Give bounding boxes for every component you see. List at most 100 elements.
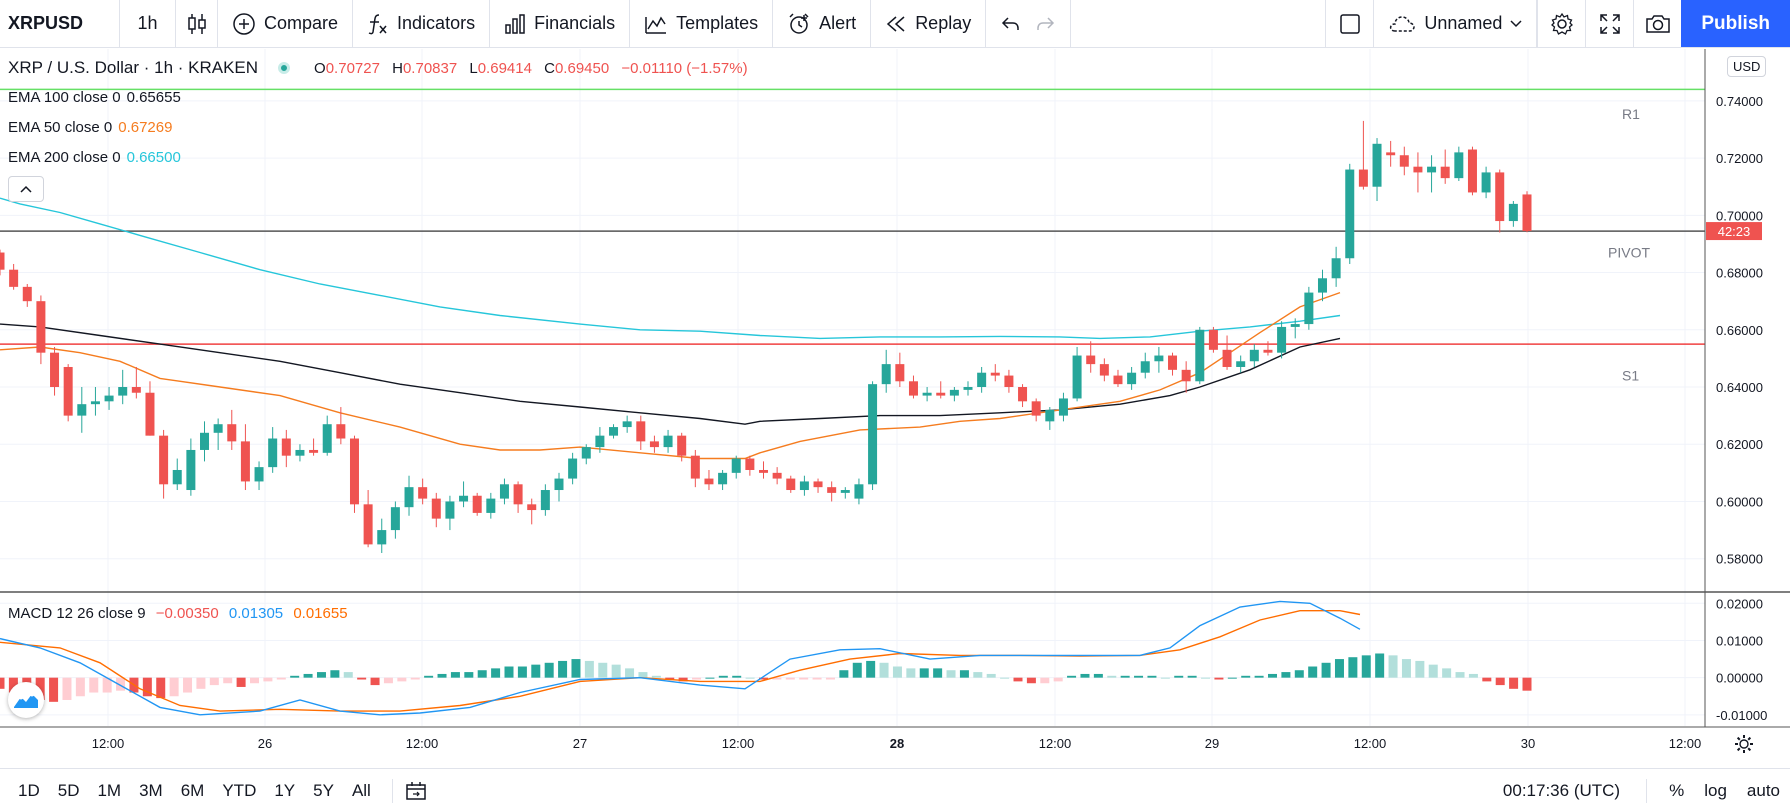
indicators-button[interactable]: Indicators	[353, 0, 491, 47]
candle-body	[1140, 361, 1150, 373]
open-label: O	[314, 59, 326, 77]
candle-body	[1372, 143, 1382, 187]
auto-toggle[interactable]: auto	[1746, 780, 1780, 800]
range-1y[interactable]: 1Y	[274, 780, 296, 800]
macd-histogram-bar	[450, 672, 460, 678]
price-chart[interactable]: R1 PIVOT S1 42:23 0.74000 0.72000 0.70000 0.68…	[0, 49, 1790, 768]
undo-button[interactable]	[986, 0, 1028, 47]
ema-lines	[0, 197, 1341, 460]
macd-histogram-bar	[866, 660, 876, 678]
candle	[431, 492, 441, 528]
publish-button[interactable]: Publish	[1681, 0, 1790, 47]
macd-lines	[0, 600, 1361, 716]
range-5y[interactable]: 5Y	[313, 780, 334, 800]
candle-body	[9, 269, 19, 287]
macd-histogram-bar	[397, 677, 407, 682]
range-all[interactable]: All	[351, 780, 371, 800]
compare-button[interactable]: Compare	[218, 0, 354, 47]
candle-body	[445, 501, 455, 519]
macd-histogram-bar	[973, 672, 983, 678]
range-1d[interactable]: 1D	[18, 780, 40, 800]
ema100-legend[interactable]: EMA 100 close 0 0.65655	[8, 89, 181, 106]
candle-body	[459, 495, 469, 502]
price-tick-label: 0.70000	[1716, 208, 1763, 223]
macd-histogram-bar	[75, 677, 85, 697]
currency-button[interactable]: USD	[1727, 56, 1767, 77]
macd-histogram-bar	[892, 666, 902, 678]
interval-button[interactable]: 1h	[120, 0, 176, 47]
macd-histogram-bar	[410, 677, 420, 680]
alert-button[interactable]: Alert	[773, 0, 872, 47]
candle	[1113, 369, 1123, 388]
macd-histogram-bar	[236, 677, 246, 687]
utc-clock[interactable]: 00:17:36 (UTC)	[1502, 780, 1621, 800]
layout-name-button[interactable]: Unnamed	[1373, 0, 1538, 47]
redo-button[interactable]	[1028, 0, 1072, 47]
candle	[649, 435, 659, 453]
percent-toggle[interactable]: %	[1669, 780, 1685, 800]
tradingview-logo[interactable]	[8, 682, 44, 718]
price-tick-label: 0.68000	[1716, 266, 1763, 281]
candle	[1072, 346, 1082, 402]
macd-histogram-bar	[209, 677, 219, 686]
macd-histogram-bar	[1509, 677, 1519, 689]
candle-body	[1031, 401, 1041, 416]
layout-button[interactable]	[1325, 0, 1373, 47]
change-value: −0.01110 (−1.57%)	[621, 59, 748, 77]
candle	[309, 438, 319, 456]
candle	[1317, 269, 1327, 302]
macd-histogram-bar	[718, 675, 728, 678]
candle	[854, 478, 864, 505]
range-3m[interactable]: 3M	[139, 780, 163, 800]
symbol-search[interactable]: XRPUSD	[0, 0, 120, 47]
gear-tooth	[1736, 747, 1741, 752]
ema50-legend[interactable]: EMA 50 close 0 0.67269	[8, 119, 172, 136]
macd-histogram-bar	[1147, 675, 1157, 678]
candle	[486, 492, 496, 519]
replay-button[interactable]: Replay	[871, 0, 987, 47]
candle	[1358, 120, 1368, 190]
candle	[1467, 146, 1477, 196]
candle-body	[404, 487, 414, 508]
macd-legend[interactable]: MACD 12 26 close 9 −0.00350 0.01305 0.01…	[8, 605, 348, 622]
templates-button[interactable]: Templates	[630, 0, 774, 47]
candle	[363, 490, 373, 548]
divider	[391, 778, 393, 803]
candle	[63, 364, 73, 422]
chart-type-button[interactable]	[176, 0, 218, 47]
snapshot-button[interactable]	[1633, 0, 1681, 47]
macd-histogram-bar	[638, 672, 648, 678]
candle-body	[772, 472, 782, 479]
collapse-legend-button[interactable]	[8, 176, 44, 202]
macd-histogram-bar	[705, 677, 715, 679]
macd-histogram-bar	[303, 673, 313, 678]
macd-histogram-bar	[1187, 675, 1197, 678]
time-tick-label: 12:00	[722, 736, 755, 751]
fullscreen-button[interactable]	[1585, 0, 1633, 47]
financials-button[interactable]: Financials	[490, 0, 631, 47]
candle-body	[540, 490, 550, 511]
candle	[240, 424, 250, 491]
candle	[1427, 155, 1437, 193]
log-toggle[interactable]: log	[1704, 780, 1727, 800]
range-5d[interactable]: 5D	[57, 780, 80, 800]
ema200-legend[interactable]: EMA 200 close 0 0.66500	[8, 149, 181, 166]
settings-button[interactable]	[1537, 0, 1585, 47]
range-6m[interactable]: 6M	[180, 780, 205, 800]
macd-histogram-bar	[343, 672, 353, 678]
range-1m[interactable]: 1M	[97, 780, 122, 800]
macd-histogram-bar	[651, 675, 661, 678]
macd-histogram-bar	[1134, 675, 1144, 678]
price-tick-label: 0.74000	[1716, 94, 1763, 109]
candle-body	[977, 372, 987, 388]
candle	[731, 455, 741, 479]
high-value: 0.70837	[402, 59, 458, 77]
candle	[1058, 392, 1068, 422]
goto-date-button[interactable]	[405, 781, 427, 801]
market-status-dot[interactable]	[278, 62, 291, 74]
candle-body	[1045, 409, 1055, 422]
macd-histogram-bar	[1321, 662, 1331, 678]
candle	[1236, 355, 1246, 373]
range-ytd[interactable]: YTD	[222, 780, 257, 800]
candle	[772, 467, 782, 485]
